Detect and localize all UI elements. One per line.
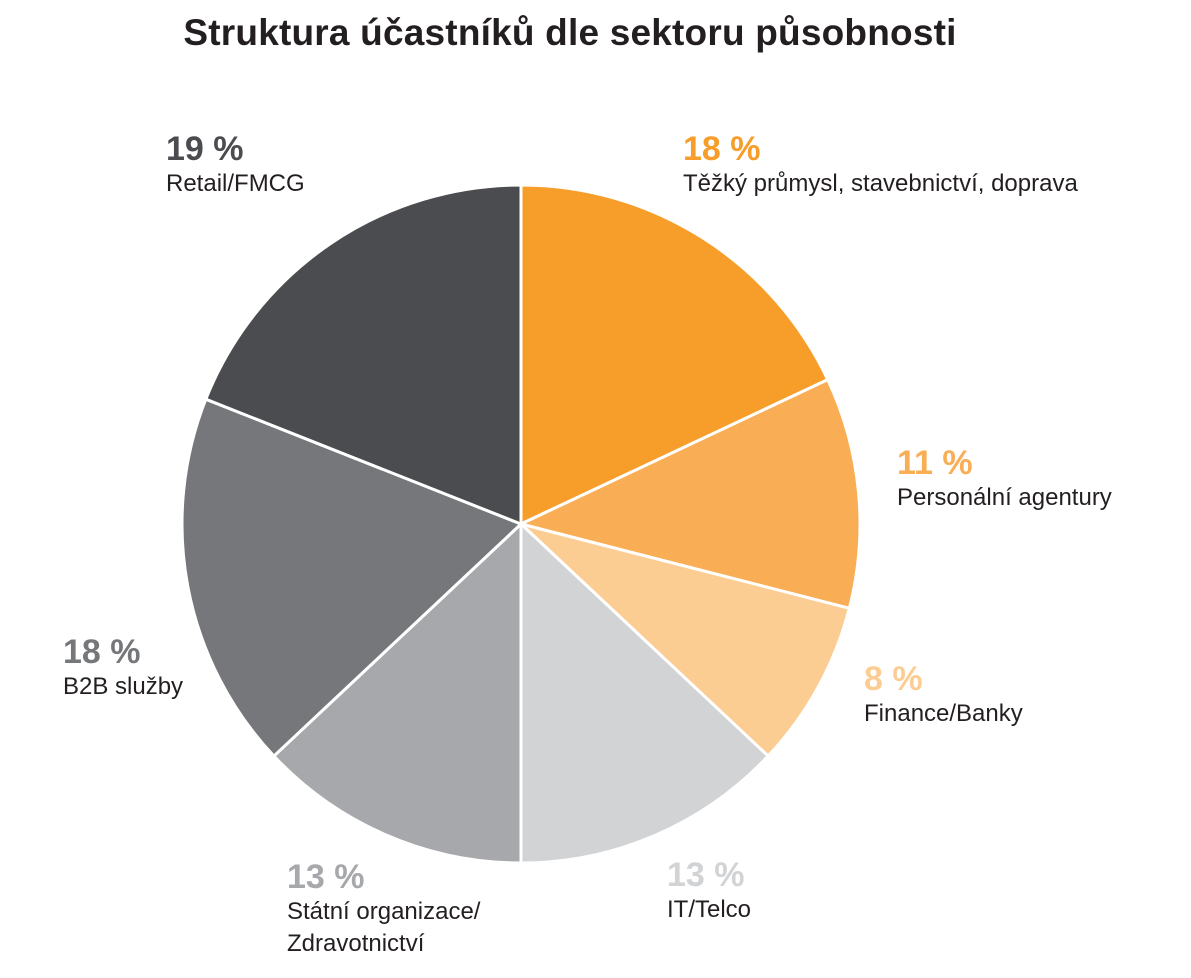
pie-slice-1 — [519, 378, 862, 610]
slice-percent: 11 % — [897, 444, 973, 482]
slice-name: Retail/FMCG — [166, 170, 305, 197]
slice-label-retail-fmcg: 19 % Retail/FMCG — [166, 130, 305, 200]
chart-title: Struktura účastníků dle sektoru působnos… — [183, 12, 957, 53]
slice-label-state-healthcare: 13 % Státní organizace/ Zdravotnictví — [287, 858, 480, 960]
slice-name: Personální agentury — [897, 484, 1112, 511]
slice-percent: 13 % — [667, 856, 745, 894]
slice-percent: 19 % — [166, 130, 244, 168]
pie-slice-6 — [204, 183, 523, 526]
pie-slice-4 — [272, 522, 523, 865]
slice-name: IT/Telco — [667, 896, 752, 923]
slice-label-heavy-industry: 18 % Těžký průmysl, stavebnictví, doprav… — [683, 130, 1078, 200]
slice-percent: 18 % — [63, 633, 141, 671]
slice-name: B2B služby — [63, 673, 184, 700]
slice-label-finance: 8 % Finance/Banky — [864, 660, 1023, 730]
slice-label-it-telco: 13 % IT/Telco — [667, 856, 751, 926]
slice-label-staffing-agencies: 11 % Personální agentury — [897, 444, 1112, 514]
slice-name: Státní organizace/ Zdravotnictví — [287, 898, 481, 957]
slice-percent: 13 % — [287, 858, 365, 896]
slice-percent: 8 % — [864, 660, 923, 698]
pie-slice-2 — [519, 522, 851, 758]
slice-name: Finance/Banky — [864, 700, 1023, 727]
pie-slice-0 — [519, 183, 830, 526]
pie-slice-5 — [180, 397, 523, 758]
slice-label-b2b-services: 18 % B2B služby — [63, 633, 183, 703]
slice-name: Těžký průmysl, stavebnictví, doprava — [683, 170, 1078, 197]
pie-slice-3 — [519, 522, 770, 865]
slice-percent: 18 % — [683, 130, 761, 168]
